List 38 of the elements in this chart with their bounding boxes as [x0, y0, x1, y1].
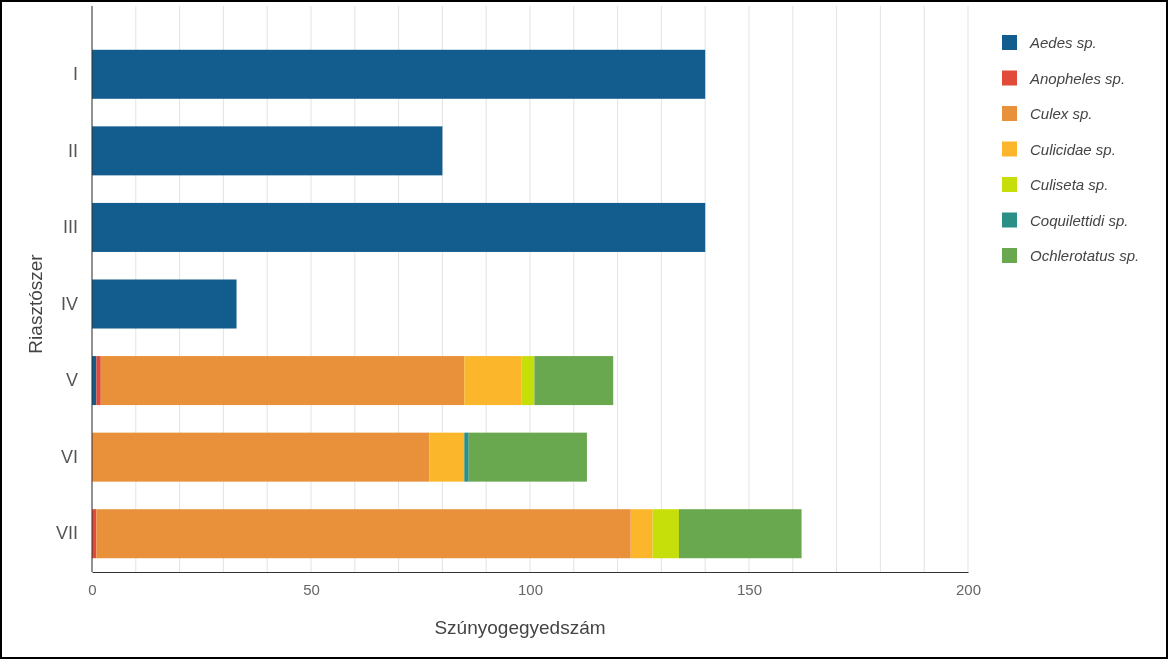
- x-tick-label: 0: [88, 580, 97, 598]
- bar: [652, 509, 679, 559]
- legend-label: Coquilettidi sp.: [1030, 211, 1129, 229]
- x-tick-label: 200: [955, 580, 982, 598]
- bar: [92, 49, 706, 99]
- y-tick-label: VI: [60, 446, 78, 467]
- y-tick-label: III: [62, 217, 78, 238]
- legend-label: Aedes sp.: [1029, 34, 1097, 51]
- y-tick-label: IV: [60, 293, 78, 314]
- bar: [96, 356, 101, 406]
- legend-label: Culex sp.: [1030, 105, 1093, 122]
- y-tick-label: VII: [55, 523, 78, 544]
- y-tick-label: II: [67, 140, 78, 161]
- bar: [92, 432, 430, 482]
- x-tick-label: 50: [303, 580, 320, 598]
- legend-label: Culicidae sp.: [1030, 140, 1116, 158]
- bar: [521, 356, 535, 406]
- bar: [429, 432, 465, 482]
- y-tick-label: I: [72, 64, 78, 85]
- legend-label: Culiseta sp.: [1030, 176, 1109, 193]
- legend-label: Anopheles sp.: [1029, 69, 1126, 87]
- y-tick-label: V: [65, 370, 78, 391]
- bar: [92, 126, 443, 176]
- bar: [464, 356, 522, 406]
- bar: [96, 509, 631, 559]
- bar: [100, 356, 465, 406]
- bar: [534, 356, 614, 406]
- x-axis-title: Szúnyogegyedszám: [434, 617, 606, 638]
- bar: [92, 279, 237, 329]
- x-tick-label: 150: [736, 580, 763, 598]
- bar: [468, 432, 587, 482]
- legend-label: Ochlerotatus sp.: [1030, 247, 1140, 264]
- x-tick-label: 100: [517, 580, 544, 598]
- bar: [678, 509, 802, 559]
- y-axis-title: Riasztószer: [25, 253, 46, 354]
- bar: [464, 432, 469, 482]
- bar: [630, 509, 653, 559]
- bar: [92, 202, 706, 252]
